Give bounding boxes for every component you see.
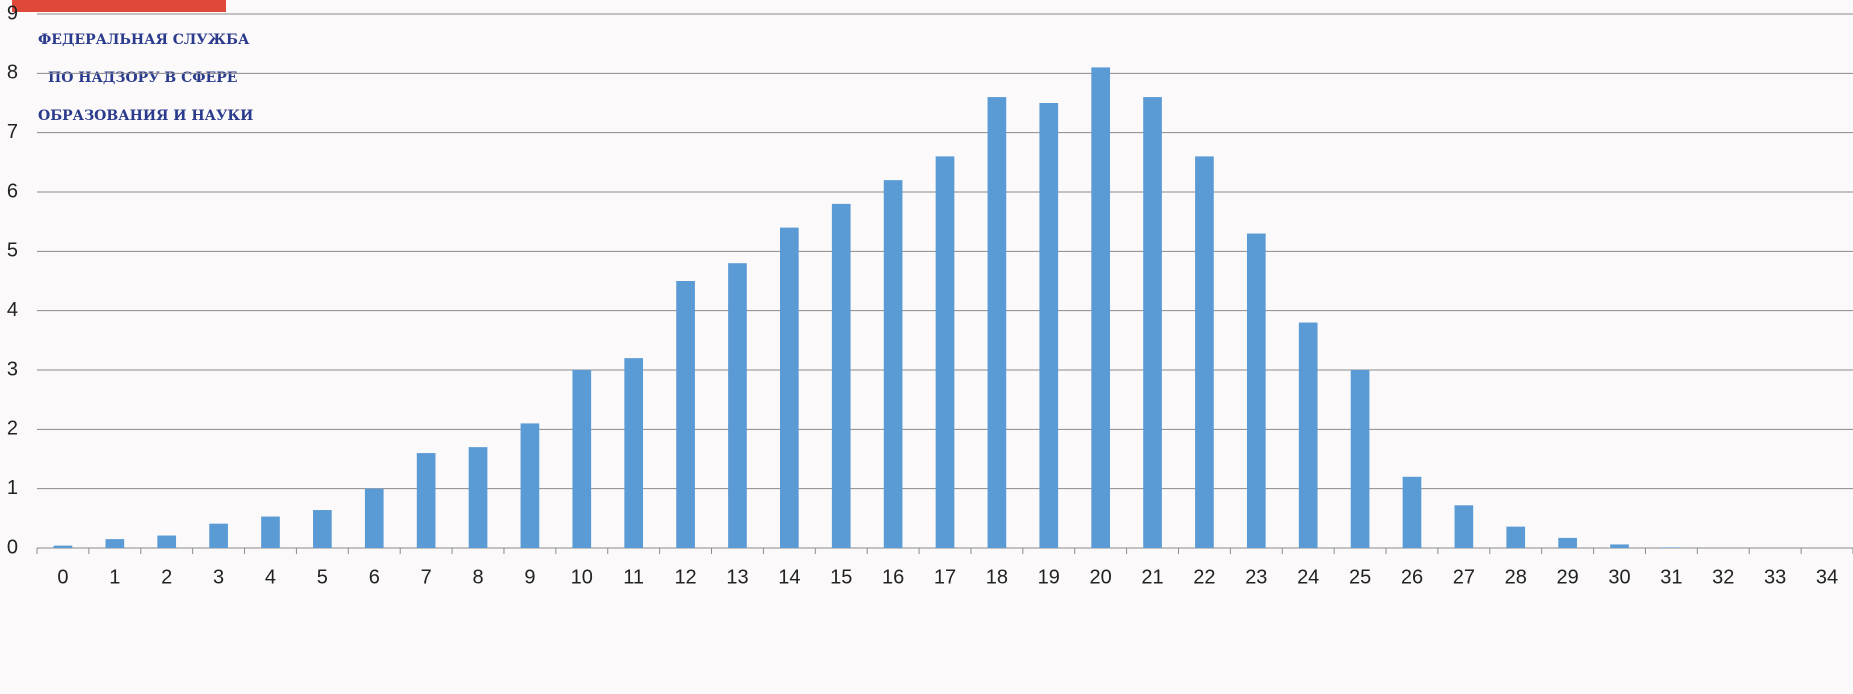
x-tick-label: 3	[213, 566, 224, 588]
bar	[780, 227, 799, 548]
x-tick-label: 22	[1193, 566, 1215, 588]
bar	[261, 516, 280, 548]
bar	[1298, 322, 1318, 548]
y-tick-label: 3	[7, 358, 18, 380]
y-tick-label: 6	[7, 180, 18, 202]
x-tick-label: 14	[778, 566, 800, 588]
y-tick-label: 5	[7, 240, 18, 262]
bar	[1091, 67, 1110, 549]
x-tick-label: 7	[421, 566, 432, 588]
bar	[157, 535, 177, 548]
x-tick-label: 17	[934, 566, 956, 588]
logo-line: ФЕДЕРАЛЬНАЯ СЛУЖБА	[38, 32, 250, 48]
x-tick-label: 21	[1141, 566, 1163, 588]
x-tick-label: 23	[1245, 566, 1267, 588]
x-tick-label: 1	[109, 566, 120, 588]
bar	[1246, 233, 1266, 549]
x-tick-label: 4	[265, 566, 276, 588]
bar	[1558, 537, 1577, 548]
bar	[676, 281, 695, 548]
x-tick-label: 15	[830, 566, 852, 588]
x-tick-label: 11	[623, 566, 644, 588]
x-tick-label: 9	[524, 566, 535, 588]
y-tick-label: 8	[7, 62, 18, 84]
x-tick-label: 34	[1816, 566, 1838, 588]
bar	[1662, 547, 1681, 548]
bar	[1143, 97, 1162, 549]
y-tick-label: 0	[7, 536, 18, 558]
x-tick-label: 25	[1349, 566, 1371, 588]
bar	[53, 545, 73, 548]
bar	[624, 358, 644, 548]
bar	[416, 453, 436, 548]
x-tick-label: 31	[1660, 566, 1682, 588]
x-tick-label: 10	[571, 566, 593, 588]
bar	[313, 510, 332, 548]
bar	[987, 97, 1007, 549]
bar	[935, 156, 955, 548]
bar	[1402, 476, 1422, 548]
x-tick-label: 32	[1712, 566, 1734, 588]
x-tick-label: 26	[1401, 566, 1423, 588]
x-tick-label: 5	[317, 566, 328, 588]
x-tick-label: 20	[1090, 566, 1112, 588]
logo-block	[12, 0, 226, 12]
x-tick-label: 6	[369, 566, 380, 588]
bar	[520, 423, 540, 548]
y-tick-label: 9	[7, 2, 18, 24]
x-tick-label: 18	[986, 566, 1008, 588]
y-tick-label: 1	[7, 477, 18, 499]
bar	[728, 263, 747, 548]
x-tick-label: 2	[161, 566, 172, 588]
x-tick-label: 16	[882, 566, 904, 588]
bar	[1195, 156, 1214, 548]
bar	[572, 370, 592, 548]
bar	[1610, 544, 1629, 548]
logo-line: ОБРАЗОВАНИЯ И НАУКИ	[38, 108, 253, 124]
bar	[209, 523, 228, 548]
bar	[1039, 103, 1059, 548]
bar	[105, 539, 125, 548]
y-tick-label: 7	[7, 121, 18, 143]
bar	[1350, 370, 1370, 548]
bar	[1454, 505, 1474, 548]
x-tick-label: 19	[1038, 566, 1060, 588]
bar	[831, 203, 851, 548]
x-tick-label: 30	[1608, 566, 1630, 588]
x-tick-label: 33	[1764, 566, 1786, 588]
y-tick-label: 2	[7, 418, 18, 440]
x-tick-label: 24	[1297, 566, 1319, 588]
x-tick-label: 28	[1505, 566, 1527, 588]
y-tick-label: 4	[7, 299, 18, 321]
bar	[364, 488, 384, 548]
bar	[468, 447, 488, 548]
x-tick-label: 0	[57, 566, 68, 588]
bar	[883, 180, 903, 548]
x-tick-label: 12	[674, 566, 696, 588]
x-tick-label: 8	[472, 566, 483, 588]
x-tick-label: 29	[1557, 566, 1579, 588]
bar	[1506, 526, 1526, 548]
x-tick-label: 13	[726, 566, 748, 588]
logo-line: ПО НАДЗОРУ В СФЕРЕ	[48, 70, 237, 86]
x-tick-label: 27	[1453, 566, 1475, 588]
